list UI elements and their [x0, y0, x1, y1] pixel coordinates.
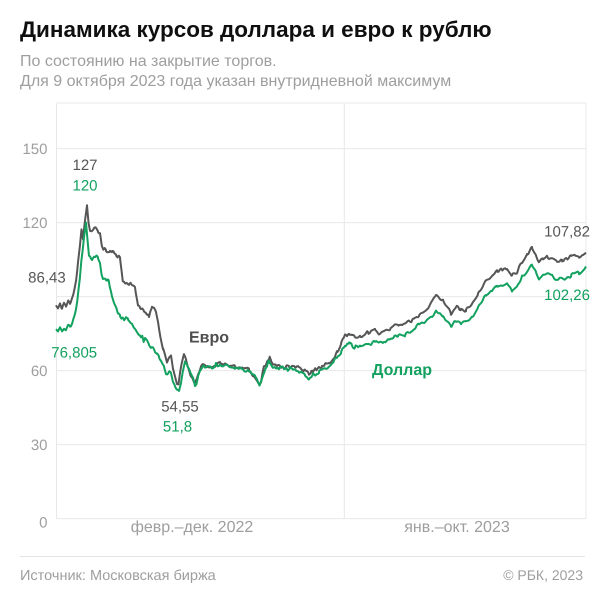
svg-text:86,43: 86,43: [28, 269, 66, 286]
svg-text:30: 30: [31, 437, 48, 454]
svg-text:120: 120: [72, 178, 97, 195]
svg-text:54,55: 54,55: [161, 399, 199, 416]
svg-text:янв.–окт. 2023: янв.–окт. 2023: [404, 519, 510, 536]
svg-text:120: 120: [22, 215, 47, 232]
svg-text:107,82: 107,82: [544, 224, 590, 241]
svg-text:102,26: 102,26: [544, 287, 590, 304]
svg-text:Евро: Евро: [189, 330, 229, 347]
svg-text:февр.–дек. 2022: февр.–дек. 2022: [131, 519, 254, 536]
svg-text:0: 0: [39, 515, 47, 532]
svg-text:51,8: 51,8: [163, 419, 192, 436]
svg-text:© РБК, 2023: © РБК, 2023: [503, 567, 583, 583]
svg-text:Источник: Московская биржа: Источник: Московская биржа: [20, 568, 217, 584]
svg-text:Доллар: Доллар: [372, 362, 432, 379]
svg-text:127: 127: [72, 157, 97, 174]
svg-text:150: 150: [22, 141, 47, 158]
svg-text:60: 60: [31, 363, 48, 380]
svg-text:76,805: 76,805: [51, 344, 97, 361]
